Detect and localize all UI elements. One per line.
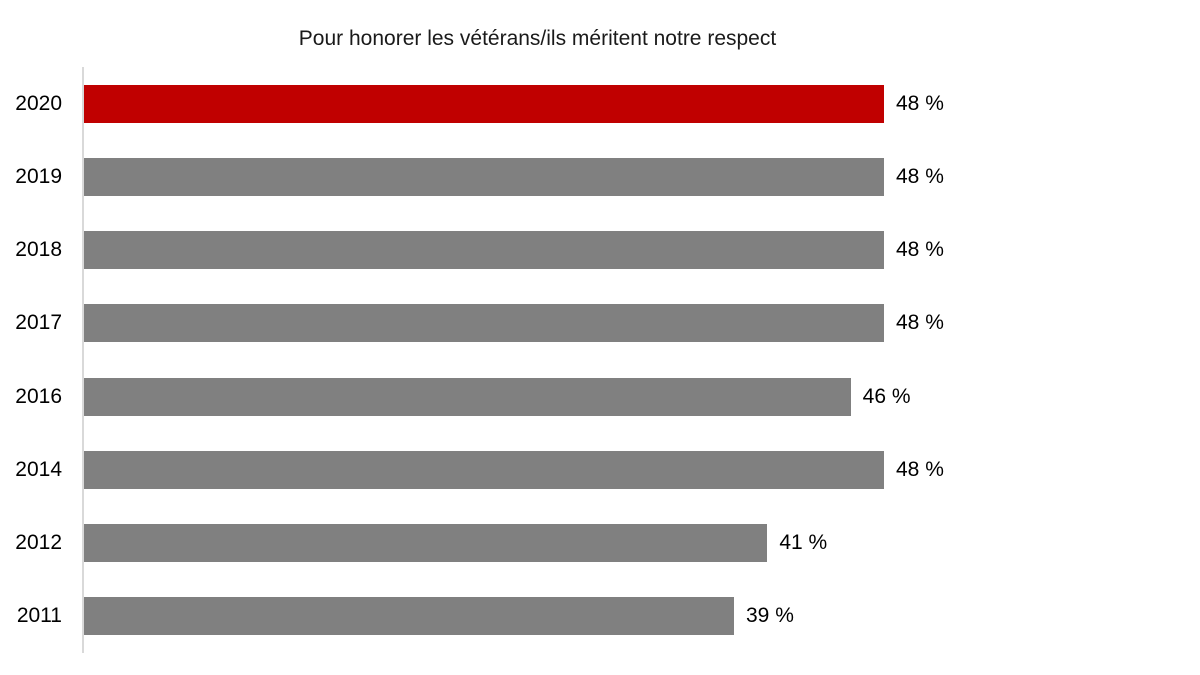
bar <box>84 84 884 123</box>
bar-track: 48 % <box>84 157 1200 196</box>
year-label: 2016 <box>15 384 62 408</box>
bar <box>84 157 884 196</box>
year-label: 2017 <box>15 311 62 335</box>
chart-row: 2012 41 % <box>0 507 1200 580</box>
bar <box>84 304 884 343</box>
y-axis-line <box>82 67 84 653</box>
chart-row: 2019 48 % <box>0 140 1200 213</box>
chart-row: 2011 39 % <box>0 580 1200 653</box>
chart-row: 2020 48 % <box>0 67 1200 140</box>
value-label: 41 % <box>779 531 828 555</box>
bar-track: 41 % <box>84 524 1200 563</box>
bar-track: 39 % <box>84 597 1200 636</box>
bar-track: 46 % <box>84 377 1200 416</box>
chart-row: 2016 46 % <box>0 360 1200 433</box>
bar <box>84 597 734 636</box>
chart-rows: 2020 48 % 2019 48 % 2018 48 % 2017 48 % 2016 46 %… <box>0 67 1200 653</box>
chart-row: 2014 48 % <box>0 433 1200 506</box>
chart-row: 2017 48 % <box>0 287 1200 360</box>
chart-row: 2018 48 % <box>0 214 1200 287</box>
chart-title: Pour honorer les vétérans/ils méritent n… <box>298 27 777 50</box>
value-label: 48 % <box>896 238 944 262</box>
year-label: 2014 <box>15 457 62 481</box>
year-label: 2011 <box>16 604 62 628</box>
bar <box>84 377 851 416</box>
year-label: 2012 <box>15 531 62 555</box>
bar <box>84 524 768 563</box>
bar-track: 48 % <box>84 450 1200 489</box>
value-label: 48 % <box>896 164 944 188</box>
year-label: 2020 <box>15 91 62 115</box>
bar <box>84 450 884 489</box>
value-label: 48 % <box>896 91 944 115</box>
year-label: 2018 <box>15 238 62 262</box>
year-label: 2019 <box>15 164 62 188</box>
bar-track: 48 % <box>84 231 1200 270</box>
bar-track: 48 % <box>84 84 1200 123</box>
value-label: 39 % <box>746 604 794 628</box>
bar <box>84 231 884 270</box>
value-label: 48 % <box>896 457 944 481</box>
value-label: 48 % <box>896 311 944 335</box>
value-label: 46 % <box>862 384 911 408</box>
bar-track: 48 % <box>84 304 1200 343</box>
